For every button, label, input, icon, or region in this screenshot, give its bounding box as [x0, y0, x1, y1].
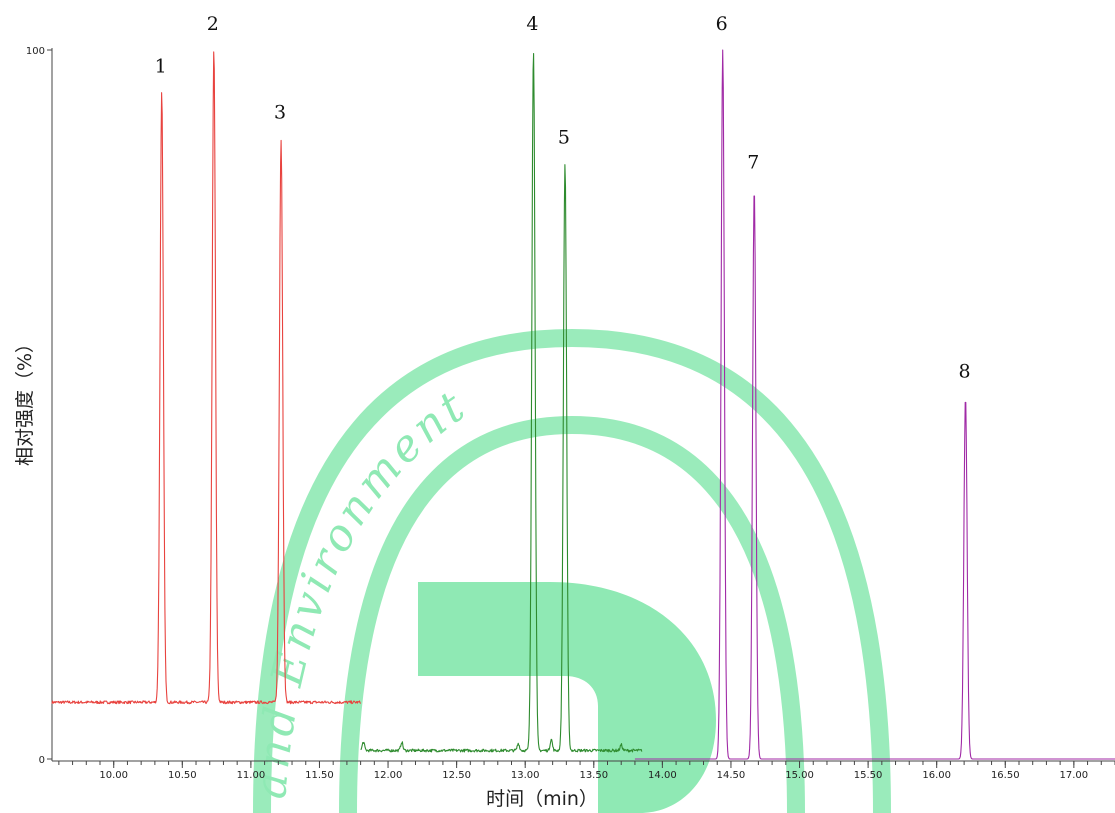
peak-label-8: 8	[958, 360, 970, 382]
x-tick-label: 13.00	[511, 770, 540, 781]
x-tick-label: 12.50	[442, 770, 471, 781]
peak-label-6: 6	[716, 13, 728, 35]
x-axis-title: 时间（min）	[486, 788, 598, 810]
x-minor-ticks	[58, 761, 1115, 765]
peak-labels: 1 2 3 4 5 6 7 8	[155, 13, 971, 382]
x-major-ticks	[113, 761, 1075, 768]
x-tick-label: 15.00	[785, 770, 814, 781]
peak-label-3: 3	[274, 102, 286, 124]
x-tick-label: 13.50	[579, 770, 608, 781]
x-tick-label: 16.00	[922, 770, 951, 781]
series-traces	[51, 49, 1115, 760]
y-tick-label-100: 100	[26, 46, 45, 57]
x-tick-label: 12.00	[374, 770, 403, 781]
x-tick-label: 14.50	[717, 770, 746, 781]
y-axis-title: 相对强度（%）	[14, 334, 36, 466]
y-tick-label-0: 0	[39, 755, 45, 766]
x-tick-label: 17.00	[1060, 770, 1089, 781]
x-tick-label: 10.50	[168, 770, 197, 781]
x-tick-label: 14.00	[648, 770, 677, 781]
watermark-outer-arc	[253, 328, 891, 813]
x-tick-label: 11.00	[237, 770, 266, 781]
series-trace-3	[634, 49, 1115, 760]
watermark-logo-shape	[418, 582, 716, 813]
series-trace-1	[51, 51, 362, 705]
peak-label-4: 4	[526, 13, 538, 35]
x-tick-label: 15.50	[854, 770, 883, 781]
x-tick-label: 10.00	[99, 770, 128, 781]
peak-label-7: 7	[747, 151, 759, 173]
x-tick-labels: 10.00 10.50 11.00 11.50 12.00 12.50 13.00 13.50…	[99, 770, 1088, 781]
x-tick-label: 11.50	[305, 770, 334, 781]
series-trace-2	[360, 52, 643, 753]
peak-label-1: 1	[155, 56, 167, 78]
x-tick-label: 16.50	[991, 770, 1020, 781]
axes: 100 0 10.00 10.50 11.00 11.50 12.00 12.50 13.0…	[26, 46, 1115, 781]
peak-label-5: 5	[558, 126, 570, 148]
watermark-inner-arc	[339, 415, 805, 813]
peak-label-2: 2	[207, 13, 219, 35]
